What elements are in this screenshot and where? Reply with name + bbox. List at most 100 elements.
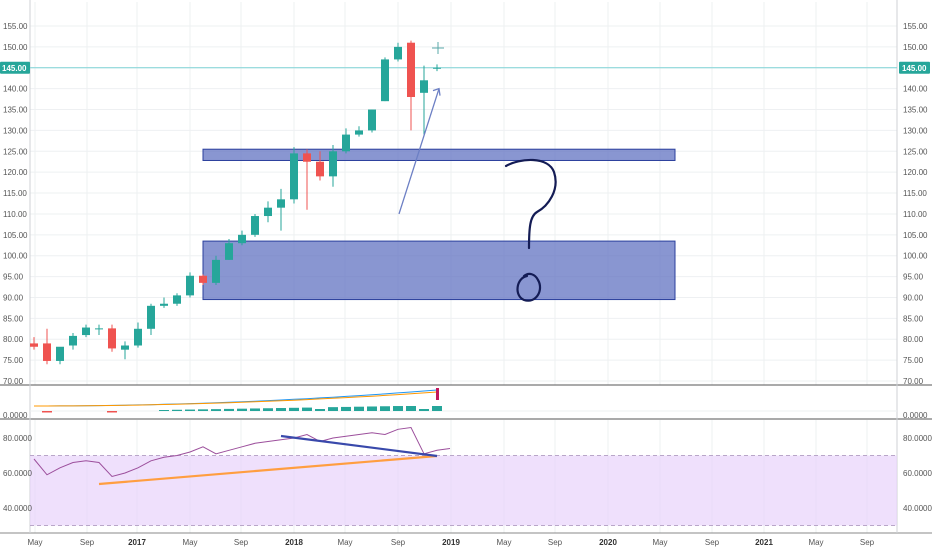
macd-histogram-bar xyxy=(302,407,312,411)
macd-histogram-bar xyxy=(419,409,429,411)
macd-histogram-bar xyxy=(276,408,286,411)
time-tick-label: May xyxy=(808,538,823,547)
signal-line xyxy=(34,391,438,407)
question-mark-dot-icon xyxy=(516,272,542,302)
price-tick-label-right: 120.00 xyxy=(903,168,928,177)
price-tick-label-left: 80.00 xyxy=(3,335,24,344)
candle-body xyxy=(290,153,298,200)
price-tick-label-left: 125.00 xyxy=(3,147,28,156)
price-tick-label-left: 150.00 xyxy=(3,43,28,52)
price-axis-labels: 155.00 155.00 150.00 150.00 145.00 145.00 140.… xyxy=(3,22,928,386)
price-tick-label-right: 135.00 xyxy=(903,106,928,115)
price-tick-label-right: 140.00 xyxy=(903,85,928,94)
macd-tick-label-left: 0.0000 xyxy=(3,411,28,420)
candle xyxy=(95,324,103,336)
macd-histogram-bar xyxy=(341,406,351,411)
candle-body xyxy=(173,295,181,304)
price-tick-label-left: 70.00 xyxy=(3,377,24,386)
macd-histogram-bar xyxy=(159,410,169,411)
candle xyxy=(173,293,181,306)
price-tick-label-left: 85.00 xyxy=(3,314,24,323)
macd-histogram-bar xyxy=(237,408,247,411)
candle xyxy=(199,274,207,285)
time-tick-label: 2018 xyxy=(285,538,303,547)
price-tick-label-right: 90.00 xyxy=(903,293,924,302)
candle-body xyxy=(394,46,402,60)
candles xyxy=(30,40,441,365)
support-zone-1 xyxy=(202,148,676,161)
rsi-tick-label-left: 80.0000 xyxy=(3,434,32,443)
candle-body xyxy=(355,130,363,135)
rsi-tick-label-right: 40.0000 xyxy=(903,504,932,513)
candle-body xyxy=(329,151,337,177)
candle xyxy=(342,128,350,154)
time-tick-label: May xyxy=(182,538,197,547)
candle xyxy=(82,324,90,338)
rsi-tick-label-right: 80.0000 xyxy=(903,434,932,443)
time-tick-label: 2021 xyxy=(755,538,773,547)
candle-body xyxy=(43,343,51,361)
price-tick-label-right: 130.00 xyxy=(903,126,928,135)
price-tick-label-left: 95.00 xyxy=(3,273,24,282)
time-tick-label: Sep xyxy=(860,538,875,547)
candle xyxy=(69,332,77,350)
candle xyxy=(303,149,311,210)
time-tick-label: Sep xyxy=(80,538,95,547)
macd-histogram-bar xyxy=(107,411,117,413)
time-tick-label: May xyxy=(337,538,352,547)
macd-histogram-bar xyxy=(406,406,416,411)
candle xyxy=(316,151,324,181)
candle-body xyxy=(134,328,142,346)
macd-histogram-bar xyxy=(263,408,273,411)
candle xyxy=(329,145,337,187)
price-tick-label-right: 75.00 xyxy=(903,356,924,365)
macd-histogram-bar xyxy=(367,406,377,411)
candle-body xyxy=(56,346,64,361)
candle-body xyxy=(316,161,324,177)
current-price-tag-left: 145.00 xyxy=(0,61,30,74)
candle-body xyxy=(303,153,311,162)
candle-body xyxy=(82,327,90,336)
rsi-tick-label-left: 40.0000 xyxy=(3,504,32,513)
rsi-line xyxy=(33,426,451,478)
price-tick-label-left: 140.00 xyxy=(3,85,28,94)
price-tick-label-right: 155.00 xyxy=(903,22,928,31)
candle-body xyxy=(368,109,376,131)
candle-body xyxy=(381,59,389,102)
candle-body xyxy=(238,234,246,244)
macd-histogram-bar xyxy=(328,407,338,411)
trend-arrow xyxy=(398,88,440,215)
candle xyxy=(56,346,64,365)
time-tick-label: 2019 xyxy=(442,538,460,547)
price-tick-label-right: 100.00 xyxy=(903,252,928,261)
candle xyxy=(355,126,363,137)
price-tick-label-right: 115.00 xyxy=(903,189,927,198)
macd-histogram-bar xyxy=(380,406,390,411)
macd-histogram-bar xyxy=(250,408,260,411)
support-zone-2 xyxy=(202,240,676,301)
macd-histogram-bar xyxy=(432,406,442,411)
candle xyxy=(43,328,51,365)
candle-body xyxy=(160,303,168,306)
rsi-trend-line-blue xyxy=(280,434,438,458)
price-tick-label-left: 155.00 xyxy=(3,22,28,31)
price-tick-label-right: 70.00 xyxy=(903,377,924,386)
time-tick-label: 2017 xyxy=(128,538,146,547)
price-tick-label-left: 130.00 xyxy=(3,126,28,135)
arrow-head-icon xyxy=(432,87,441,96)
candle-body xyxy=(277,199,285,208)
crosshair-icon xyxy=(432,42,444,54)
macd-histogram-bar xyxy=(172,409,182,411)
price-tick-label-right: 150.00 xyxy=(903,43,928,52)
candle xyxy=(420,65,428,135)
price-tick-label-right: 105.00 xyxy=(903,231,928,240)
candle-body xyxy=(407,42,415,97)
candle xyxy=(368,109,376,133)
candle xyxy=(433,64,441,72)
candle-body xyxy=(225,243,233,260)
time-tick-label: May xyxy=(496,538,511,547)
candle-body xyxy=(264,207,272,217)
candle xyxy=(121,341,129,360)
